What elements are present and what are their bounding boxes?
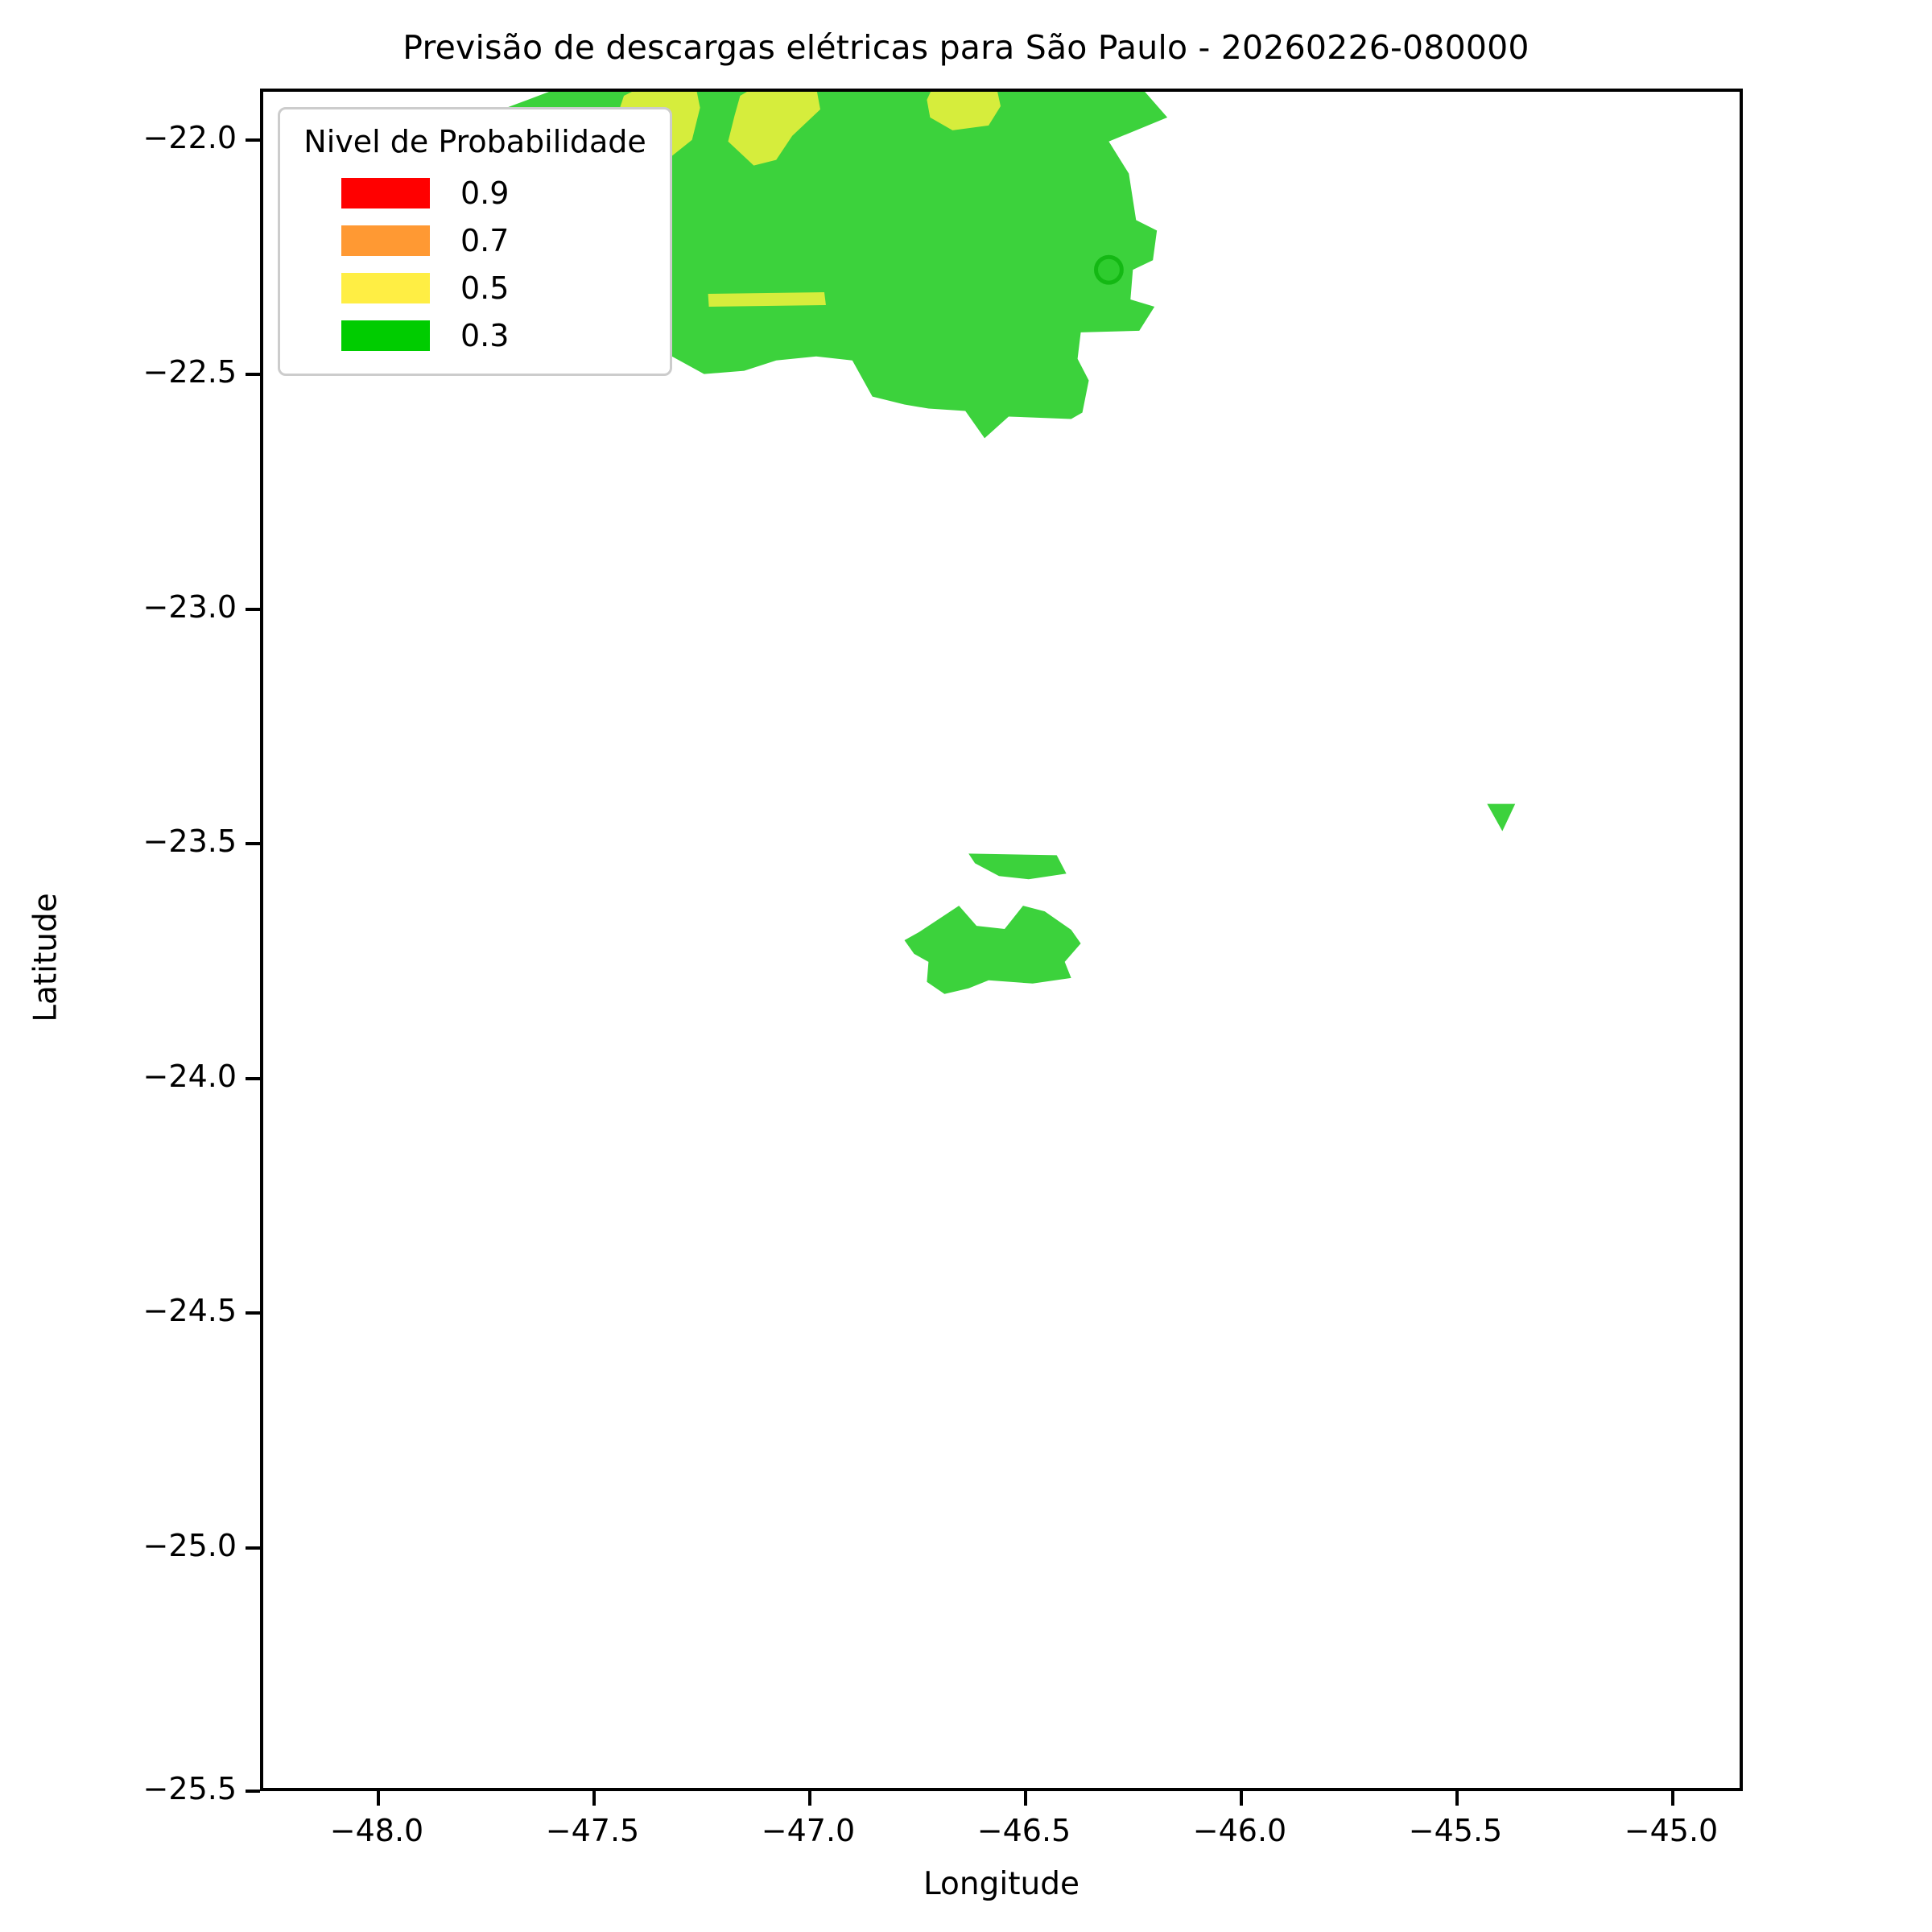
legend-item-label: 0.9	[460, 175, 510, 211]
legend-item-09[interactable]: 0.9	[296, 169, 654, 217]
ytick-label: −25.0	[142, 1528, 237, 1563]
ytick-mark	[246, 842, 260, 845]
xtick-mark	[377, 1791, 380, 1806]
ytick-mark	[246, 1546, 260, 1550]
plot-area	[260, 89, 1743, 1791]
ytick-label: −25.5	[142, 1771, 237, 1806]
region-yellow-bar	[708, 292, 826, 307]
y-axis-label: Latitude	[27, 893, 64, 1022]
ytick-mark	[246, 138, 260, 142]
ytick-mark	[246, 1077, 260, 1080]
ytick-mark	[246, 1790, 260, 1793]
ytick-label: −23.5	[142, 824, 237, 859]
xtick-label: −45.5	[1408, 1813, 1503, 1848]
ytick-label: −22.5	[142, 354, 237, 390]
region-southern-cluster-main	[904, 906, 1081, 994]
legend: Nivel de Probabilidade 0.9 0.7 0.5 0.3	[278, 107, 672, 376]
legend-swatch-icon	[341, 225, 430, 256]
marker-isolated-point	[1093, 254, 1124, 285]
region-southern-cluster-sliver	[968, 853, 1067, 880]
xtick-label: −48.0	[329, 1813, 424, 1848]
region-yellow-patch-3	[927, 92, 1001, 130]
legend-swatch-icon	[341, 272, 430, 303]
xtick-label: −47.0	[761, 1813, 856, 1848]
xtick-mark	[808, 1791, 811, 1806]
legend-item-07[interactable]: 0.7	[296, 217, 654, 264]
xtick-label: −46.0	[1192, 1813, 1287, 1848]
legend-item-label: 0.7	[460, 222, 510, 258]
xtick-label: −47.5	[545, 1813, 640, 1848]
ytick-label: −22.0	[142, 120, 237, 155]
xtick-mark	[1671, 1791, 1674, 1806]
legend-title: Nivel de Probabilidade	[303, 124, 646, 159]
xtick-label: −46.5	[976, 1813, 1071, 1848]
legend-swatch-icon	[341, 320, 430, 351]
legend-item-03[interactable]: 0.3	[296, 312, 654, 359]
ytick-mark	[246, 373, 260, 376]
ytick-label: −24.5	[142, 1293, 237, 1328]
x-axis-label: Longitude	[923, 1866, 1080, 1902]
xtick-mark	[1455, 1791, 1459, 1806]
page-title: Previsão de descargas elétricas para São…	[402, 28, 1530, 67]
legend-item-label: 0.3	[460, 317, 510, 353]
legend-item-label: 0.5	[460, 270, 510, 306]
ytick-mark	[246, 1311, 260, 1315]
region-yellow-patch-2	[728, 92, 820, 166]
xtick-mark	[592, 1791, 596, 1806]
ytick-mark	[246, 608, 260, 611]
xtick-label: −45.0	[1624, 1813, 1719, 1848]
legend-swatch-icon	[341, 177, 430, 208]
region-southeast-speck	[1487, 803, 1516, 832]
ytick-label: −24.0	[142, 1059, 237, 1094]
ytick-label: −23.0	[142, 589, 237, 625]
xtick-mark	[1240, 1791, 1243, 1806]
legend-item-05[interactable]: 0.5	[296, 264, 654, 312]
xtick-mark	[1024, 1791, 1027, 1806]
